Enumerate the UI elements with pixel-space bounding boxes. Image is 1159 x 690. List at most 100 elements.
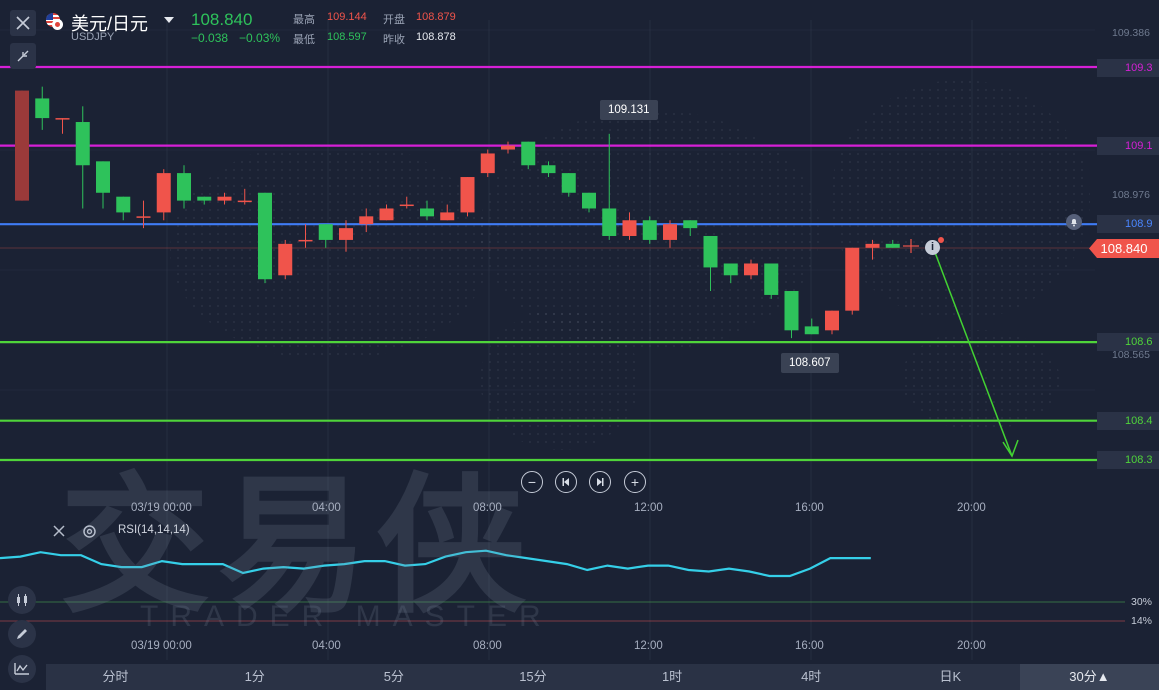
candlestick-series[interactable] bbox=[15, 86, 900, 339]
tab-4hour[interactable]: 4时 bbox=[801, 669, 822, 684]
time-label: 16:00 bbox=[795, 502, 824, 514]
level-label-108-9[interactable]: 108.9 bbox=[1097, 215, 1159, 233]
candles-tool-button[interactable] bbox=[8, 586, 36, 614]
indicator-tool-button[interactable] bbox=[8, 655, 36, 683]
candle-body bbox=[480, 153, 495, 174]
candle-body bbox=[298, 239, 313, 242]
candle-body bbox=[136, 216, 151, 218]
watermark-cn: 交易侠 bbox=[60, 460, 535, 634]
draw-tool-button[interactable] bbox=[8, 620, 36, 648]
tab-15min[interactable]: 15分 bbox=[519, 669, 547, 684]
candles-icon bbox=[17, 594, 27, 606]
candle-body bbox=[885, 243, 900, 248]
time-label: 20:00 bbox=[957, 640, 986, 652]
high-label: 最高 bbox=[293, 14, 315, 26]
candle-body bbox=[197, 196, 212, 201]
candle-body bbox=[420, 208, 434, 217]
symbol-name[interactable]: 美元/日元 bbox=[71, 14, 149, 34]
candle-body bbox=[339, 228, 353, 240]
candle-body bbox=[278, 243, 293, 276]
horizontal-levels[interactable] bbox=[0, 65, 1097, 462]
candle-body bbox=[744, 263, 758, 276]
candle-body bbox=[318, 224, 333, 240]
candle-body bbox=[440, 212, 455, 221]
candle-body bbox=[359, 216, 374, 225]
tab-timeline[interactable]: 分时 bbox=[102, 669, 129, 684]
collapse-button[interactable] bbox=[10, 43, 36, 69]
rsi-label: RSI(14,14,14) bbox=[118, 524, 190, 536]
candle-body bbox=[177, 173, 191, 201]
grid-lines bbox=[0, 20, 1095, 660]
low-label: 最低 bbox=[293, 34, 315, 46]
world-map-background bbox=[170, 80, 1090, 450]
last-price: 108.840 bbox=[191, 10, 253, 29]
candle-body bbox=[663, 224, 677, 240]
level-label-108-4[interactable]: 108.4 bbox=[1097, 412, 1159, 430]
candle-body bbox=[156, 173, 171, 213]
zoom-out-icon: − bbox=[527, 474, 537, 490]
axis-price-label: 108.565 bbox=[1112, 349, 1150, 361]
candle-body bbox=[561, 173, 576, 193]
candle-body bbox=[602, 208, 617, 236]
candle-body bbox=[865, 243, 880, 248]
step-back-button[interactable] bbox=[555, 471, 577, 493]
rsi-line bbox=[0, 549, 871, 578]
tab-daily[interactable]: 日K bbox=[939, 669, 962, 684]
tab-5min[interactable]: 5分 bbox=[383, 669, 404, 684]
time-label: 04:00 bbox=[312, 502, 341, 514]
collapse-icon bbox=[17, 50, 29, 62]
candle-body bbox=[217, 196, 232, 201]
level-label-109-3[interactable]: 109.3 bbox=[1097, 59, 1159, 77]
tab-30min[interactable]: 30分▲ bbox=[1019, 664, 1159, 690]
low-value: 108.597 bbox=[327, 31, 367, 43]
level-label-109-1[interactable]: 109.1 bbox=[1097, 137, 1159, 155]
open-value: 108.879 bbox=[416, 11, 456, 23]
candle-body bbox=[521, 141, 536, 166]
current-price-cross bbox=[903, 237, 944, 253]
tab-1hour[interactable]: 1时 bbox=[661, 669, 683, 684]
level-label-108-6[interactable]: 108.6 bbox=[1097, 333, 1159, 351]
candle-body bbox=[804, 326, 819, 335]
candle-body bbox=[825, 310, 839, 331]
caret-down-icon[interactable] bbox=[164, 17, 174, 23]
zoom-in-button[interactable]: + bbox=[624, 471, 646, 493]
watermark-en: TRADER MASTER bbox=[140, 600, 553, 633]
current-price-tag: 108.840 bbox=[1089, 239, 1159, 258]
prev-close-value: 108.878 bbox=[416, 31, 456, 43]
candle-body bbox=[15, 90, 29, 201]
high-value: 109.144 bbox=[327, 11, 367, 23]
symbol-code: USDJPY bbox=[71, 31, 115, 43]
time-label: 03/19 00:00 bbox=[131, 502, 192, 514]
level-label-108-3[interactable]: 108.3 bbox=[1097, 451, 1159, 469]
candle-body bbox=[723, 263, 738, 276]
candle-body bbox=[764, 263, 779, 295]
price-change: −0.038 bbox=[191, 31, 229, 45]
high-tooltip: 109.131 bbox=[600, 100, 658, 120]
prev-close-label: 昨收 bbox=[383, 34, 405, 46]
time-label: 12:00 bbox=[634, 640, 663, 652]
bell-icon[interactable] bbox=[1066, 214, 1082, 230]
rsi-close-icon[interactable] bbox=[52, 524, 66, 543]
settings-icon[interactable] bbox=[82, 524, 97, 544]
time-label: 08:00 bbox=[473, 502, 502, 514]
indicator-icon bbox=[14, 663, 29, 675]
candle-body bbox=[622, 220, 637, 236]
projection-arrow[interactable] bbox=[933, 249, 1019, 458]
close-button[interactable] bbox=[10, 10, 36, 36]
candle-body bbox=[96, 161, 110, 193]
time-label: 20:00 bbox=[957, 502, 986, 514]
zoom-in-icon: + bbox=[630, 474, 640, 490]
candle-body bbox=[460, 177, 475, 213]
timeframe-tabbar: 分时 1分 5分 15分 1时 4时 日K 30分▲ bbox=[46, 664, 1159, 690]
candle-body bbox=[703, 235, 718, 268]
candle-body bbox=[55, 118, 70, 120]
arrow-head bbox=[1002, 439, 1019, 458]
time-label: 03/19 00:00 bbox=[131, 640, 192, 652]
step-forward-button[interactable] bbox=[589, 471, 611, 493]
zoom-out-button[interactable]: − bbox=[521, 471, 543, 493]
time-label: 04:00 bbox=[312, 640, 341, 652]
info-icon[interactable]: i bbox=[925, 240, 940, 255]
tab-1min[interactable]: 1分 bbox=[244, 669, 265, 684]
